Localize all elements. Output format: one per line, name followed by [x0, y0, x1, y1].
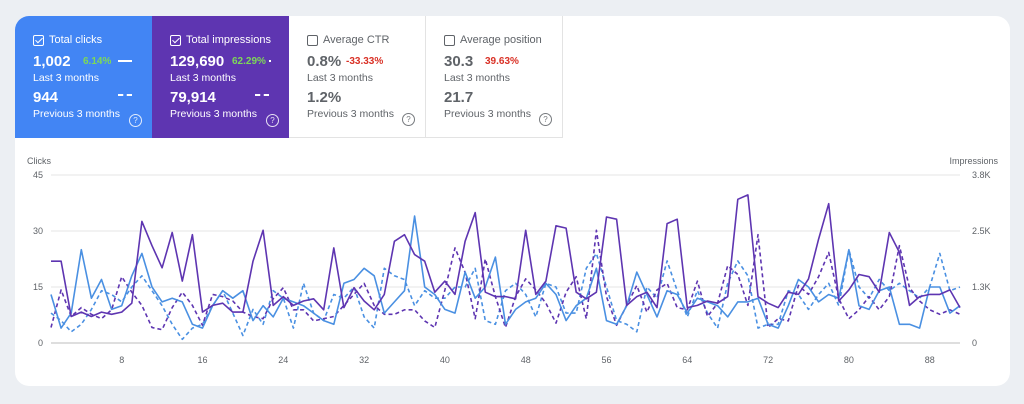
total-impressions-current-line — [51, 194, 961, 318]
x-axis-tick-label: 40 — [440, 355, 450, 365]
average-position-prev-caption: Previous 3 months — [444, 108, 531, 120]
total-clicks-card[interactable]: Total clicks 1,002 6.14% Last 3 months 9… — [15, 16, 152, 138]
average-ctr-caption: Last 3 months — [307, 72, 373, 84]
checkbox-checked-icon[interactable] — [170, 34, 181, 46]
total-clicks-label: Total clicks — [49, 34, 103, 46]
average-position-prev-value: 21.7 — [444, 89, 474, 106]
x-axis-tick-label: 48 — [521, 355, 531, 365]
help-icon[interactable]: ? — [129, 114, 142, 127]
performance-panel: Total clicks 1,002 6.14% Last 3 months 9… — [15, 16, 1010, 386]
x-axis-tick-label: 32 — [359, 355, 369, 365]
total-impressions-prev-value: 79,914 — [170, 89, 216, 106]
left-axis-title: Clicks — [27, 156, 51, 166]
total-clicks-caption: Last 3 months — [33, 72, 99, 84]
average-position-change: 39.63% — [485, 56, 519, 67]
solid-line-legend-icon — [118, 60, 132, 62]
right-axis-tick-label: 3.8K — [972, 170, 991, 180]
right-axis-tick-label: 2.5K — [972, 226, 991, 236]
x-axis-tick-label: 88 — [925, 355, 935, 365]
help-icon[interactable]: ? — [539, 113, 552, 126]
dashed-line-legend-icon — [118, 94, 132, 96]
solid-line-legend-icon — [269, 60, 271, 62]
left-axis-tick-label: 15 — [33, 282, 43, 292]
right-axis-title: Impressions — [949, 156, 998, 166]
x-axis-tick-label: 72 — [763, 355, 773, 365]
left-axis-tick-label: 0 — [38, 338, 43, 348]
average-ctr-prev-caption: Previous 3 months — [307, 108, 394, 120]
x-axis-tick-label: 24 — [278, 355, 288, 365]
average-position-value: 30.3 — [444, 53, 474, 70]
average-ctr-card[interactable]: Average CTR 0.8% -33.33% Last 3 months 1… — [289, 16, 426, 138]
help-icon[interactable]: ? — [266, 114, 279, 127]
total-clicks-previous-line — [50, 248, 961, 341]
average-position-label: Average position — [460, 34, 542, 46]
checkbox-unchecked-icon[interactable] — [307, 34, 318, 46]
total-clicks-current-line — [50, 215, 961, 329]
performance-line-chart: Clicks Impressions 45 3.8K 30 2.5K 15 1.3K 0 0 8… — [27, 156, 999, 365]
total-impressions-change: 62.29% — [232, 56, 266, 67]
total-clicks-header[interactable]: Total clicks — [33, 34, 102, 46]
total-clicks-prev-value: 944 — [33, 89, 59, 106]
average-position-header[interactable]: Average position — [444, 34, 542, 46]
average-ctr-value: 0.8% — [307, 53, 342, 70]
average-ctr-prev-value: 1.2% — [307, 89, 342, 106]
total-clicks-change: 6.14% — [83, 56, 112, 67]
total-impressions-prev-caption: Previous 3 months — [170, 108, 257, 120]
metric-cards: Total clicks 1,002 6.14% Last 3 months 9… — [15, 16, 563, 138]
total-clicks-prev-caption: Previous 3 months — [33, 108, 120, 120]
x-axis-tick-label: 64 — [682, 355, 692, 365]
average-position-card[interactable]: Average position 30.3 39.63% Last 3 mont… — [426, 16, 563, 138]
average-ctr-label: Average CTR — [323, 34, 390, 46]
checkbox-checked-icon[interactable] — [33, 34, 44, 46]
checkbox-unchecked-icon[interactable] — [444, 34, 455, 46]
x-axis-tick-label: 16 — [197, 355, 207, 365]
left-axis-tick-label: 45 — [33, 170, 43, 180]
total-impressions-label: Total impressions — [186, 34, 271, 46]
average-position-caption: Last 3 months — [444, 72, 510, 84]
help-icon[interactable]: ? — [402, 113, 415, 126]
total-impressions-header[interactable]: Total impressions — [170, 34, 271, 46]
right-axis-tick-label: 1.3K — [972, 282, 991, 292]
total-clicks-value: 1,002 — [33, 53, 71, 70]
left-axis-tick-label: 30 — [33, 226, 43, 236]
average-ctr-change: -33.33% — [346, 56, 384, 67]
right-axis-tick-label: 0 — [972, 338, 977, 348]
x-axis-tick-label: 80 — [844, 355, 854, 365]
total-impressions-card[interactable]: Total impressions 129,690 62.29% Last 3 … — [152, 16, 289, 138]
total-impressions-previous-line — [50, 229, 961, 331]
dashed-line-legend-icon — [255, 94, 269, 96]
total-impressions-value: 129,690 — [170, 53, 225, 70]
total-impressions-caption: Last 3 months — [170, 72, 236, 84]
x-axis-tick-label: 8 — [119, 355, 124, 365]
x-axis-tick-label: 56 — [601, 355, 611, 365]
average-ctr-header[interactable]: Average CTR — [307, 34, 389, 46]
